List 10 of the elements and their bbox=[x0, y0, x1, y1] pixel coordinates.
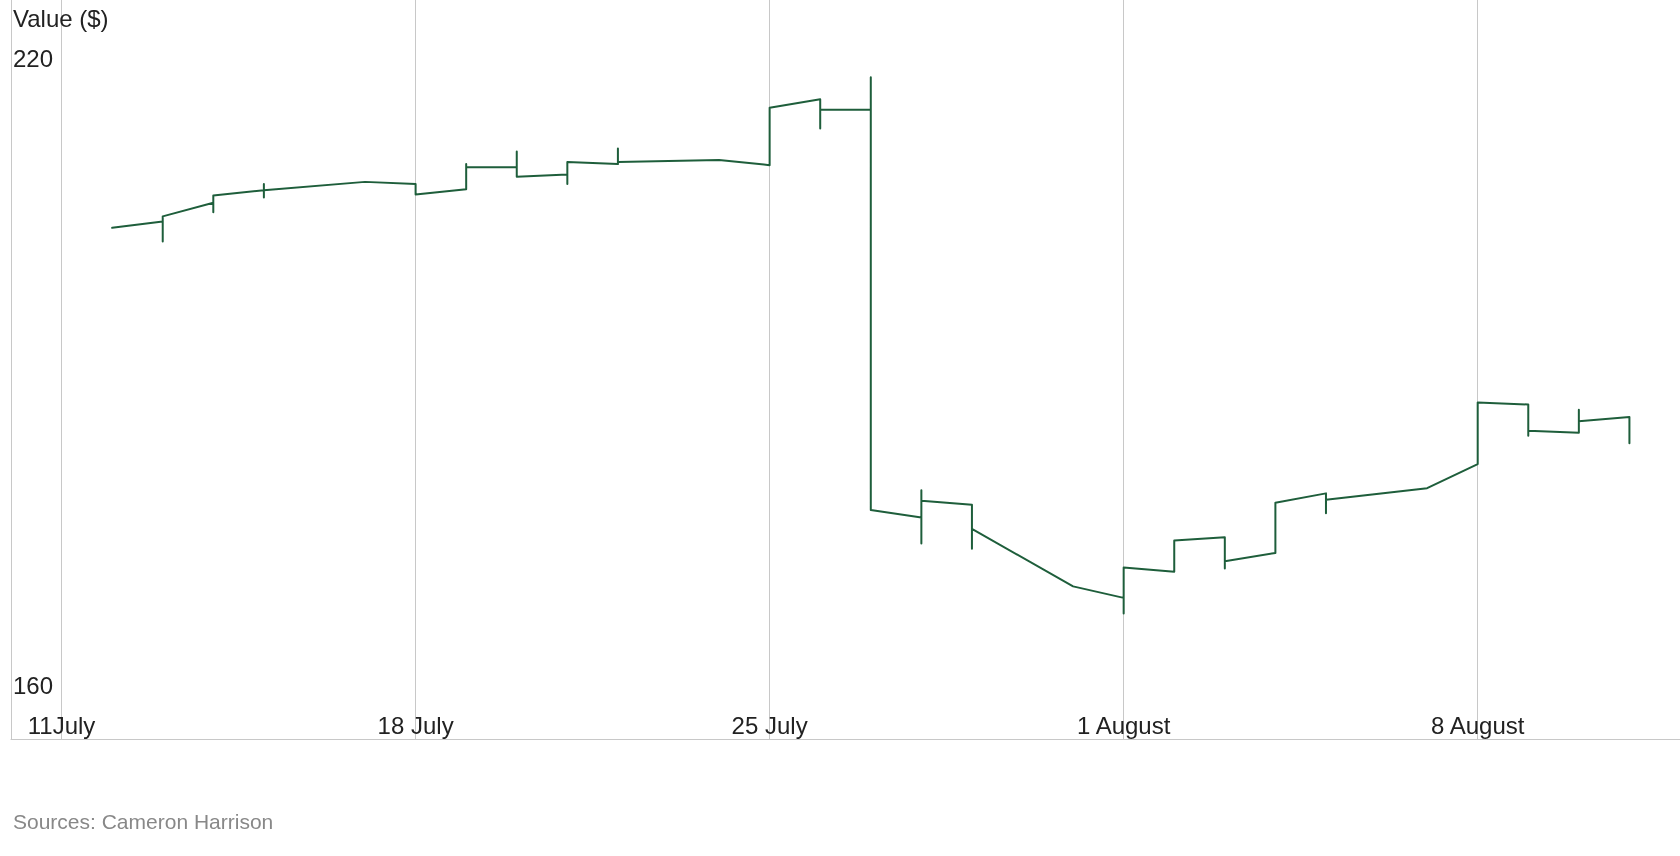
x-tick-label: 18 July bbox=[377, 711, 454, 739]
x-tick-label: 11July bbox=[27, 711, 96, 739]
x-tick-label: 1 August bbox=[1076, 711, 1171, 739]
y-axis-title: Value ($) bbox=[13, 4, 109, 32]
x-tick-label: 25 July bbox=[731, 711, 808, 739]
x-tick-label: 8 August bbox=[1430, 711, 1525, 739]
source-note: Sources: Cameron Harrison bbox=[13, 810, 274, 833]
y-tick-label: 220 bbox=[13, 45, 54, 73]
y-tick-label: 160 bbox=[13, 672, 54, 700]
line-series bbox=[111, 76, 1631, 615]
